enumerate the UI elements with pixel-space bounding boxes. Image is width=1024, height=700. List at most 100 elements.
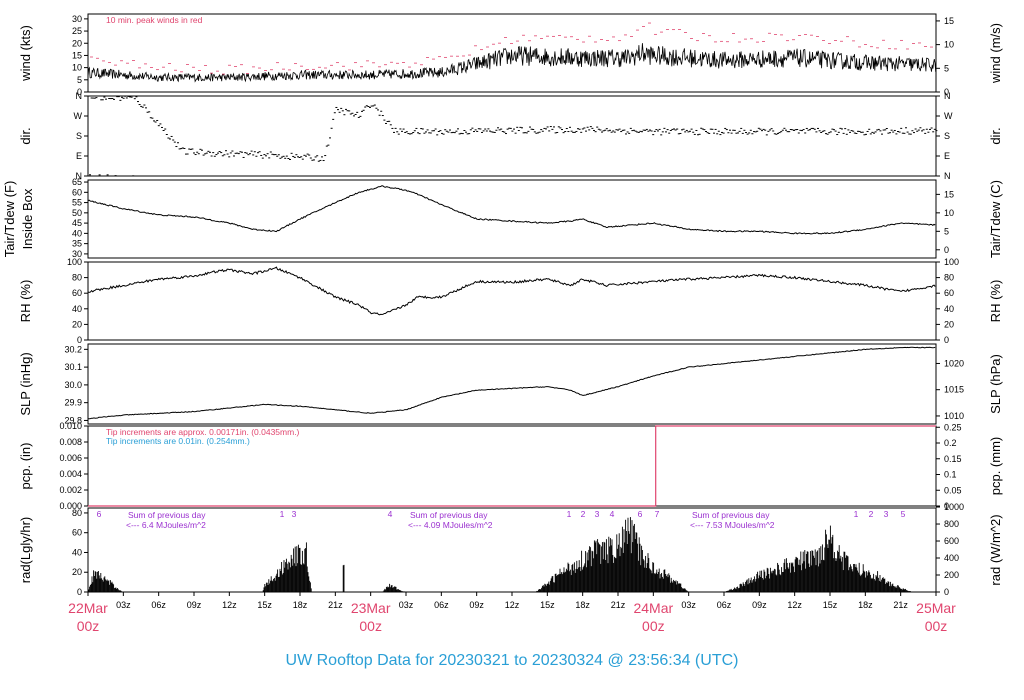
rad-hour-mark: 5 [901,509,906,519]
y-tick-label: 60 [72,187,82,197]
rad-hour-mark: 1 [854,509,859,519]
y2-tick-label: 0 [944,587,949,597]
y-tick-label: 65 [72,177,82,187]
rad-hour-mark: 3 [292,509,297,519]
y2-tick-label: 0 [944,245,949,255]
y-tick-label: 0.000 [59,501,82,511]
slp-series-line [87,346,936,420]
y2-tick-label: 20 [944,319,954,329]
y2-tick-label: 200 [944,570,959,580]
y-tick-label: 100 [67,257,82,267]
y-tick-label: 0 [77,335,82,345]
y2-tick-label: 0.05 [944,485,962,495]
rad-hour-mark: 2 [869,509,874,519]
pcp-series-line [88,425,936,507]
x-tick-label: 15z [540,600,555,610]
x-tick-label: 12z [222,600,237,610]
x-tick-label: 21z [611,600,626,610]
y-axis-label: wind (kts) [18,25,33,82]
rad-hour-mark: 1 [567,509,572,519]
y-tick-label: 0 [77,87,82,97]
x-tick-label: 03z [399,600,414,610]
y-axis-label: rad(Lgly/hr) [18,517,33,583]
y2-axis-label: RH (%) [988,280,1003,323]
x-tick-label: 09z [752,600,767,610]
y-tick-label: 0.004 [59,469,82,479]
x-tick-label: 18z [293,600,308,610]
y-tick-label: 0.002 [59,485,82,495]
y-tick-label: 30.0 [64,380,82,390]
y-tick-label: 20 [72,567,82,577]
x-tick-label: 06z [151,600,166,610]
y2-tick-label: 40 [944,304,954,314]
y2-tick-label: 10 [944,40,954,50]
x-tick-label: 09z [187,600,202,610]
y-tick-label: 40 [72,304,82,314]
x-tick-label: 03z [681,600,696,610]
y-tick-label: 35 [72,239,82,249]
y2-tick-label: 0.1 [944,470,957,480]
rh-series-line [87,266,936,316]
rad-sum-line1: Sum of previous day [128,510,206,520]
panel-frame-wind [87,13,937,93]
panel-frame-temp [87,179,937,259]
y-tick-label: 15 [72,50,82,60]
rad-sum-line2: <--- 4.09 MJoules/m^2 [408,520,493,530]
day-label-date: 25Mar [916,600,956,616]
y-tick-label: 50 [72,208,82,218]
y-tick-label: N [76,91,83,101]
y2-tick-label: 5 [944,63,949,73]
rad-hour-mark: 1 [280,509,285,519]
y-tick-label: 55 [72,198,82,208]
y-tick-label: 80 [72,273,82,283]
rad-hour-mark: 4 [610,509,615,519]
y-tick-label: 5 [77,75,82,85]
y2-axis-label: dir. [988,127,1003,144]
y2-axis-label: Tair/Tdew (C) [988,180,1003,258]
rad-sum-line2: <--- 6.4 MJoules/m^2 [126,520,206,530]
y-axis-label: pcp. (in) [18,443,33,490]
y-tick-label: 0 [77,587,82,597]
y-axis-label: dir. [18,127,33,144]
panel-frame-rh [87,261,937,341]
x-tick-label: 09z [469,600,484,610]
day-label-time: 00z [925,618,948,634]
y2-tick-label: 1010 [944,411,964,421]
y-tick-label: 29.9 [64,398,82,408]
x-tick-label: 18z [858,600,873,610]
y2-tick-label: 1000 [944,502,964,512]
y2-tick-label: N [944,171,951,181]
y2-tick-label: 1015 [944,385,964,395]
rad-series [88,517,912,592]
y2-tick-label: 100 [944,257,959,267]
y-tick-label: S [76,131,82,141]
rad-hour-mark: 2 [581,509,586,519]
rad-sum-line1: Sum of previous day [410,510,488,520]
x-tick-label: 12z [787,600,802,610]
rad-hour-mark: 3 [595,509,600,519]
y2-tick-label: 0.15 [944,454,962,464]
y2-axis-label: SLP (hPa) [988,354,1003,414]
y-axis-label-2: Inside Box [20,188,35,249]
y-axis-label: SLP (inHg) [18,352,33,415]
rad-sum-line2: <--- 7.53 MJoules/m^2 [690,520,775,530]
x-tick-label: 03z [116,600,131,610]
y-tick-label: 25 [72,26,82,36]
x-tick-label: 18z [575,600,590,610]
y-tick-label: 29.8 [64,415,82,425]
x-axis: 03z 06z 09z 12z 15z 18z 21z 03z 06z 09z 12z 15z 18z 2… [68,592,956,634]
peak-wind-series [90,22,933,75]
y-tick-label: 30.1 [64,362,82,372]
rad-hour-mark: 3 [884,509,889,519]
rad-sum-line1: Sum of previous day [692,510,770,520]
day-label-time: 00z [642,618,665,634]
y2-tick-label: 0 [944,87,949,97]
rad-hour-mark: 6 [97,509,102,519]
y2-tick-label: 600 [944,536,959,546]
y2-axis-label: rad (W/m^2) [988,514,1003,585]
day-label-date: 23Mar [351,600,391,616]
y2-tick-label: W [944,111,953,121]
y2-tick-label: 15 [944,189,954,199]
chart-title: UW Rooftop Data for 20230321 to 20230324… [286,652,739,669]
